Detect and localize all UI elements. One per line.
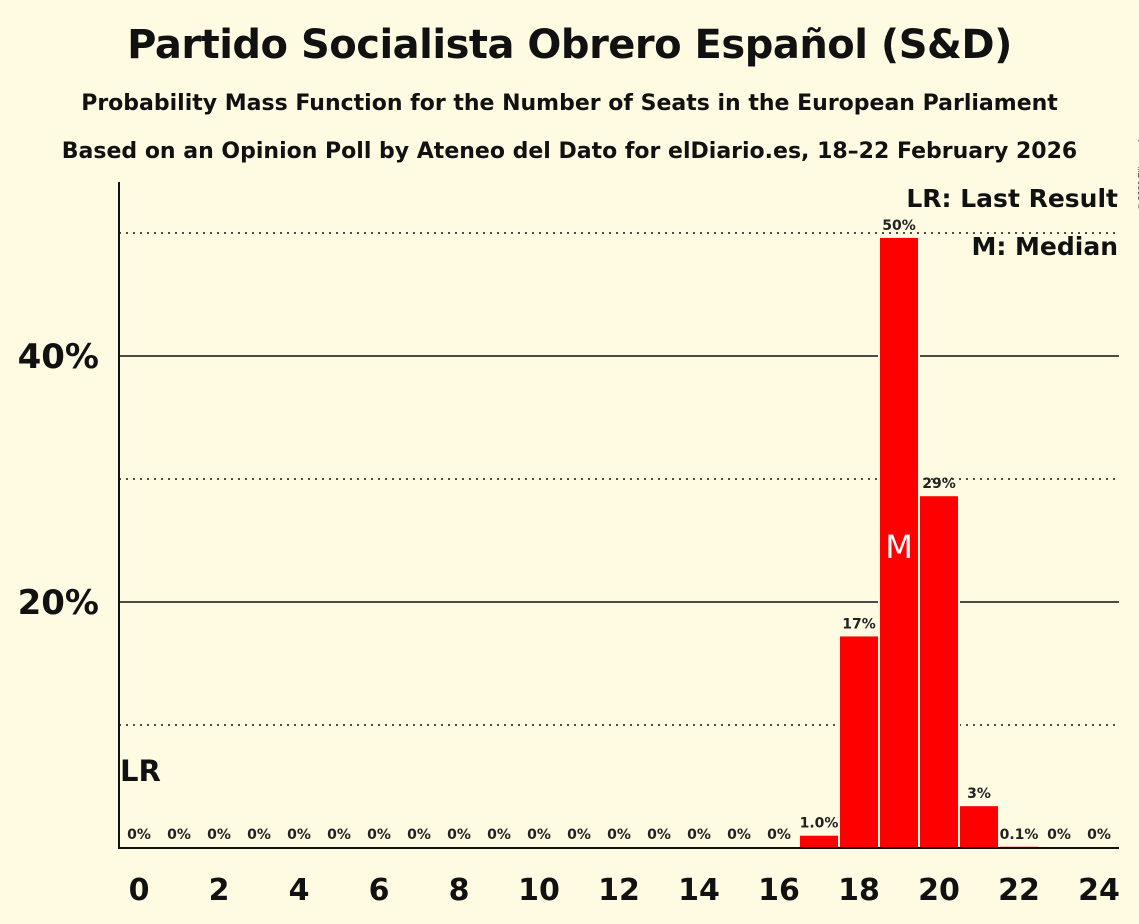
bar-value-label: 3% — [967, 786, 991, 802]
x-tick-label: 16 — [758, 873, 800, 908]
x-tick-label: 20 — [918, 873, 960, 908]
median-marker: M — [885, 528, 913, 566]
x-tick-label: 18 — [838, 873, 880, 908]
bar-value-label: 0% — [567, 827, 591, 843]
bar-value-label: 0% — [1087, 827, 1111, 843]
bar-value-label: 0% — [247, 827, 271, 843]
x-tick-label: 22 — [998, 873, 1040, 908]
bar-seat-17 — [800, 835, 838, 848]
bar-value-label: 0% — [287, 827, 311, 843]
y-tick-label: 40% — [18, 337, 99, 377]
bar-value-label: 0% — [687, 827, 711, 843]
x-tick-label: 4 — [289, 873, 310, 908]
legend-last-result: LR: Last Result — [906, 184, 1118, 213]
y-tick-label: 20% — [18, 583, 99, 623]
bar-value-label: 17% — [842, 616, 876, 632]
x-tick-label: 12 — [598, 873, 640, 908]
bar-value-label: 0% — [607, 827, 631, 843]
bar-value-label: 1.0% — [800, 816, 839, 832]
x-tick-label: 24 — [1078, 873, 1120, 908]
bar-value-label: 0% — [1047, 827, 1071, 843]
chart-subtitle: Probability Mass Function for the Number… — [81, 91, 1058, 116]
bar-value-label: 0% — [127, 827, 151, 843]
bar-value-label: 0% — [647, 827, 671, 843]
bar-value-label: 0% — [447, 827, 471, 843]
bar-value-label: 0% — [527, 827, 551, 843]
bar-seat-18 — [840, 636, 878, 848]
bar-value-label: 0% — [367, 827, 391, 843]
bar-seat-20 — [920, 496, 958, 848]
bar-value-label: 0% — [207, 827, 231, 843]
bar-value-label: 50% — [882, 218, 916, 234]
x-tick-label: 0 — [129, 873, 150, 908]
bar-seat-21 — [960, 806, 998, 848]
bar-value-label: 0% — [167, 827, 191, 843]
x-tick-label: 2 — [209, 873, 230, 908]
bar-value-label: 0% — [487, 827, 511, 843]
x-tick-label: 10 — [518, 873, 560, 908]
bar-value-label: 0% — [727, 827, 751, 843]
bar-value-label: 29% — [922, 476, 956, 492]
bar-value-label: 0% — [327, 827, 351, 843]
bar-value-label: 0% — [767, 827, 791, 843]
chart-title: Partido Socialista Obrero Español (S&D) — [127, 22, 1012, 68]
x-tick-label: 8 — [449, 873, 470, 908]
bar-value-label: 0% — [407, 827, 431, 843]
bar-value-label: 0.1% — [1000, 827, 1039, 843]
chart-source: Based on an Opinion Poll by Ateneo del D… — [61, 139, 1078, 164]
legend-median: M: Median — [971, 232, 1118, 261]
last-result-marker: LR — [120, 754, 161, 788]
x-tick-label: 6 — [369, 873, 390, 908]
bar-seat-19 — [880, 237, 918, 849]
x-tick-label: 14 — [678, 873, 720, 908]
